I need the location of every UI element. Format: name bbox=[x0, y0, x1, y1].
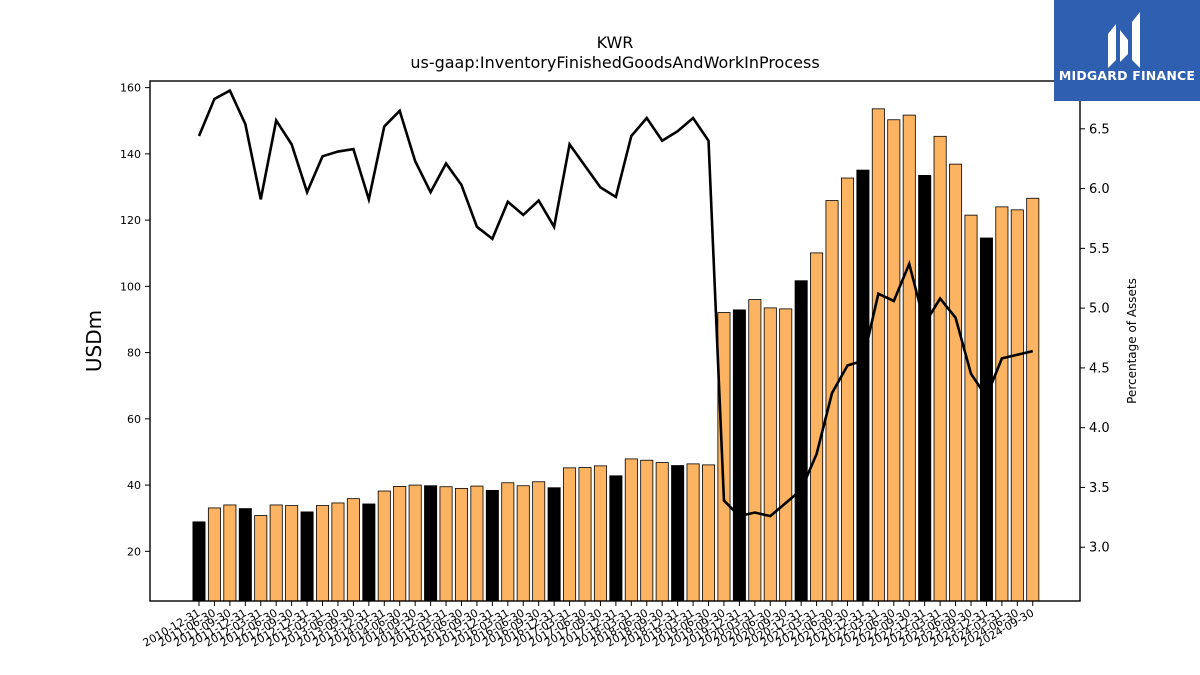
bar-2014-03-31 bbox=[393, 485, 407, 602]
y2-tick-label: 6.5 bbox=[1089, 122, 1110, 137]
bar-2013-03-31 bbox=[331, 502, 345, 602]
bar-2015-12-31 bbox=[501, 482, 515, 602]
bar-2019-09-30 bbox=[732, 309, 746, 602]
y-tick-label: 40 bbox=[127, 479, 141, 492]
bar-2013-09-30 bbox=[362, 503, 376, 602]
y-tick-label: 160 bbox=[120, 82, 141, 95]
y-tick-label: 120 bbox=[120, 214, 141, 227]
bar-2023-03-31 bbox=[949, 163, 963, 602]
bar-2019-12-31 bbox=[748, 299, 762, 602]
bar-2022-03-31 bbox=[887, 119, 901, 602]
bar-2015-06-30 bbox=[470, 485, 484, 602]
y-tick-label: 60 bbox=[127, 413, 141, 426]
bar-2024-03-31 bbox=[1010, 209, 1024, 602]
y2-tick-label: 3.5 bbox=[1089, 481, 1110, 496]
y-tick-label: 100 bbox=[120, 280, 141, 293]
bar-2017-09-30 bbox=[609, 475, 623, 602]
bar-2018-09-30 bbox=[671, 465, 685, 602]
right-y-axis: 3.0 3.5 4.0 4.5 5.0 5.5 6.0 6.5 bbox=[1080, 122, 1110, 556]
bar-2012-09-30 bbox=[300, 511, 314, 602]
bar-2023-09-30 bbox=[979, 237, 993, 602]
bar-2015-03-31 bbox=[454, 487, 468, 602]
y2-axis-label: Percentage of Assets bbox=[1125, 278, 1139, 404]
bar-2017-12-31 bbox=[624, 458, 638, 602]
bar-2013-06-30 bbox=[346, 498, 360, 602]
bar-2017-03-31 bbox=[578, 467, 592, 602]
y2-tick-label: 3.0 bbox=[1089, 541, 1110, 556]
bar-2015-09-30 bbox=[485, 489, 499, 602]
bar-2022-06-30 bbox=[902, 114, 916, 602]
bar-2021-06-30 bbox=[840, 177, 854, 602]
midgard-finance-logo: MIDGARD FINANCE bbox=[1054, 0, 1200, 101]
bar-2023-06-30 bbox=[964, 214, 978, 602]
bar-2020-12-31 bbox=[810, 252, 824, 602]
logo-mark-icon bbox=[1108, 12, 1140, 68]
bar-2019-03-31 bbox=[702, 464, 716, 602]
bar-2016-06-30 bbox=[532, 481, 546, 602]
bars-group bbox=[192, 108, 1040, 602]
bar-2011-06-30 bbox=[223, 504, 237, 602]
bar-2016-09-30 bbox=[547, 487, 561, 602]
pct-of-assets-line bbox=[197, 88, 1034, 518]
bar-2012-06-30 bbox=[285, 505, 299, 602]
bar-2014-06-30 bbox=[408, 484, 422, 602]
y2-tick-label: 4.0 bbox=[1089, 421, 1110, 436]
bar-2021-03-31 bbox=[825, 200, 839, 602]
bar-2018-06-30 bbox=[655, 462, 669, 602]
x-axis: 2010-12-312011-06-302011-09-302011-12-31… bbox=[141, 601, 1036, 650]
chart-subtitle: us-gaap:InventoryFinishedGoodsAndWorkInP… bbox=[410, 53, 819, 72]
bar-2013-12-31 bbox=[377, 490, 391, 602]
bar-2021-09-30 bbox=[856, 169, 870, 602]
bar-2020-09-30 bbox=[794, 280, 808, 602]
y2-tick-label: 5.5 bbox=[1089, 242, 1110, 257]
y-tick-label: 80 bbox=[127, 347, 141, 360]
bar-2011-12-31 bbox=[254, 515, 268, 602]
y-axis-label: USDm bbox=[82, 310, 106, 372]
bar-2012-03-31 bbox=[269, 504, 283, 602]
bar-2011-09-30 bbox=[238, 508, 252, 602]
bar-2018-12-31 bbox=[686, 463, 700, 602]
bar-2020-03-31 bbox=[763, 307, 777, 602]
bar-2020-06-30 bbox=[779, 308, 793, 602]
y-tick-label: 140 bbox=[120, 148, 141, 161]
bar-2014-09-30 bbox=[424, 485, 438, 602]
bar-2017-06-30 bbox=[593, 465, 607, 602]
bar-2019-06-30 bbox=[717, 312, 731, 602]
bar-2018-03-31 bbox=[640, 459, 654, 602]
bar-2011-03-31 bbox=[207, 507, 221, 602]
bar-2021-12-31 bbox=[871, 108, 885, 602]
bar-2024-06-30 bbox=[1026, 197, 1040, 602]
bar-2016-12-31 bbox=[563, 467, 577, 602]
bar-2012-12-31 bbox=[316, 505, 330, 602]
plot-frame bbox=[149, 80, 1081, 602]
logo-text: MIDGARD FINANCE bbox=[1058, 68, 1196, 83]
bar-2022-12-31 bbox=[933, 135, 947, 602]
y-tick-label: 20 bbox=[127, 545, 141, 558]
y2-tick-label: 6.0 bbox=[1089, 182, 1110, 197]
bar-2010-12-31 bbox=[192, 521, 206, 602]
left-y-axis: 20 40 60 80 100 120 140 160 bbox=[120, 82, 150, 558]
bar-2016-03-31 bbox=[516, 485, 530, 602]
bar-2014-12-31 bbox=[439, 486, 453, 602]
bar-2022-09-30 bbox=[918, 174, 932, 602]
y2-tick-label: 4.5 bbox=[1089, 361, 1110, 376]
y2-tick-label: 5.0 bbox=[1089, 302, 1110, 317]
chart-title: KWR bbox=[597, 33, 634, 52]
bar-2023-12-31 bbox=[995, 206, 1009, 602]
